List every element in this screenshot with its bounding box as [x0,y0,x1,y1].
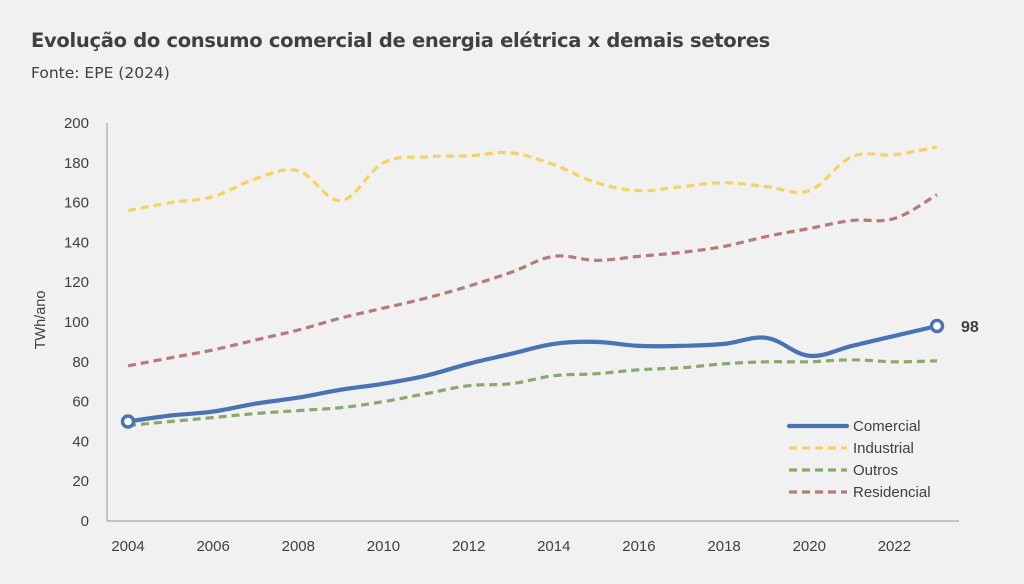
legend-label: Residencial [853,484,931,501]
y-tick-label: 60 [72,394,89,411]
marker-comercial-2023 [929,318,945,334]
legend-label: Comercial [853,418,921,435]
y-tick-label: 40 [72,433,89,450]
y-tick-label: 20 [72,473,89,490]
y-tick-label: 100 [64,314,89,331]
x-tick-label: 2010 [367,538,400,555]
legend-item-residencial: Residencial [789,484,931,501]
x-tick-label: 2020 [793,538,826,555]
series-line-outros [127,358,938,428]
y-tick-label: 0 [81,513,89,530]
x-tick-label: 2004 [111,538,144,555]
x-tick-label: 2022 [878,538,911,555]
axes: 0 20 40 60 80 100 120 140 160 180 200 2004 2006 2008 2… [33,115,959,555]
marker-comercial-2004 [120,414,136,429]
x-tick-label: 2016 [622,538,655,555]
chart-subtitle: Fonte: EPE (2024) [31,64,170,82]
y-tick-label: 80 [72,354,89,371]
x-tick-label: 2008 [282,538,315,555]
legend: Comercial Industrial Outros Residencial [786,418,931,501]
y-tick-label: 200 [64,115,89,132]
y-tick-label: 160 [64,195,89,212]
chart-title: Evolução do consumo comercial de energia… [31,29,770,52]
legend-label: Industrial [853,440,914,457]
series-line-residencial [127,193,938,368]
x-tick-label: 2018 [707,538,740,555]
x-tick-label: 2014 [537,538,570,555]
legend-item-comercial: Comercial [786,418,921,435]
series-line-comercial [125,323,940,424]
y-axis-label: TWh/ano [33,291,49,350]
legend-item-industrial: Industrial [789,440,914,457]
y-tick-label: 140 [64,234,89,251]
x-tick-label: 2006 [196,538,229,555]
end-value-label: 98 [961,319,979,336]
y-tick-label: 120 [64,274,89,291]
series-line-industrial [127,145,938,213]
x-tick-label: 2012 [452,538,485,555]
legend-item-outros: Outros [789,462,898,479]
y-tick-label: 180 [64,155,89,172]
legend-label: Outros [853,462,898,479]
series-layer: 98 [120,145,979,429]
